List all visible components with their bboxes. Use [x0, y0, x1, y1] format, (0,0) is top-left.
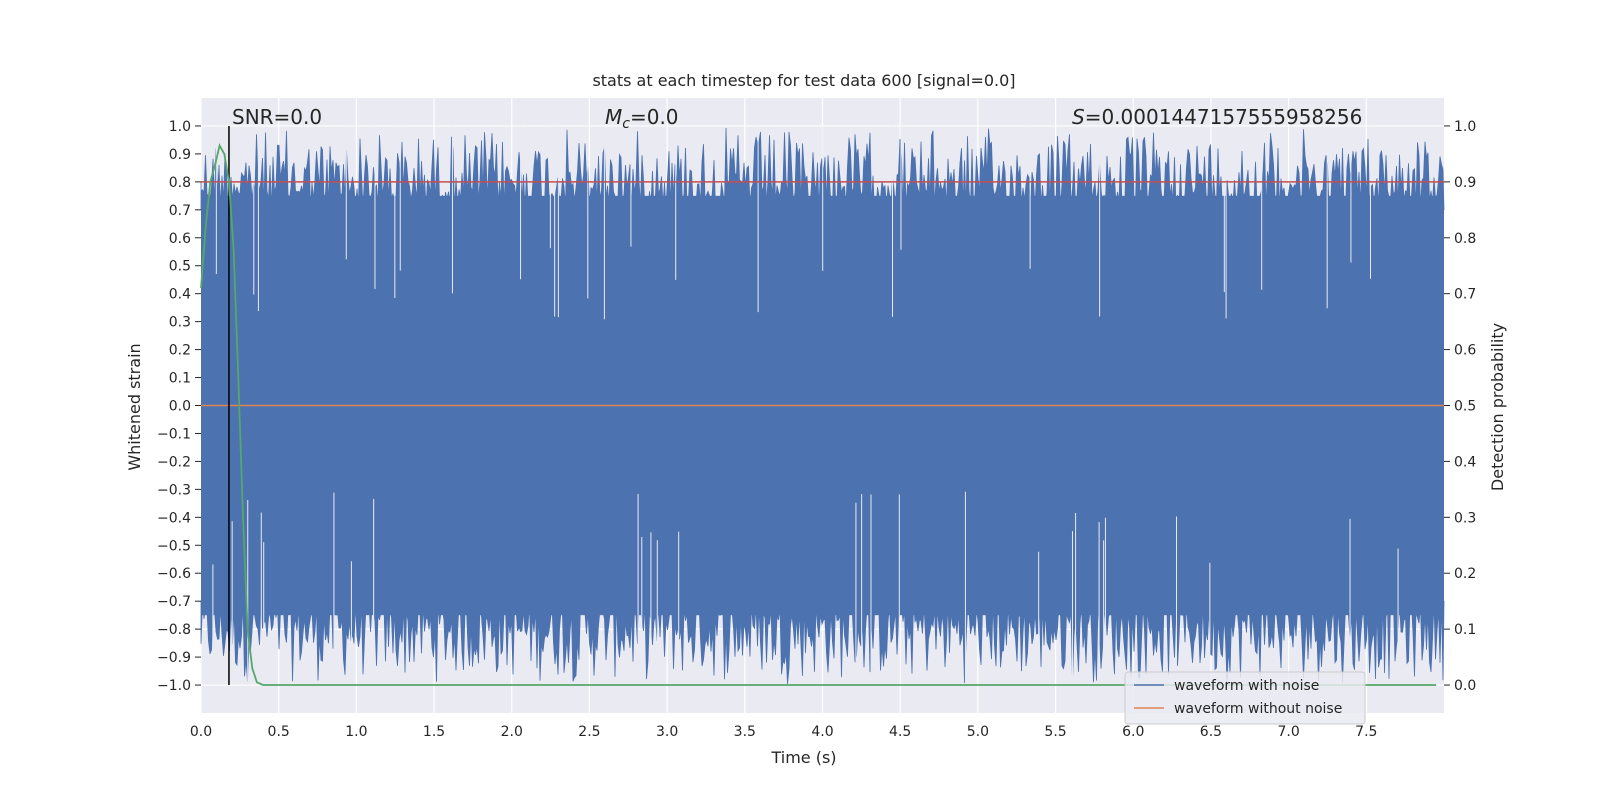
x-tick-label: 4.5 [889, 724, 911, 740]
x-tick-label: 5.5 [1044, 724, 1066, 740]
snr-annotation: SNR=0.0 [232, 105, 322, 129]
y-tick-label: −0.9 [157, 650, 191, 666]
y-tick-label: 0.5 [169, 259, 191, 275]
detection-probability-line [200, 143, 1437, 686]
y-tick-label: 0.2 [169, 343, 191, 359]
x-axis-ticks: 0.0 0.5 1.0 1.5 2.0 2.5 3.0 3.5 4.0 4.5 5.0 5.5 6.0 6… [190, 724, 1378, 740]
x-tick-label: 2.0 [501, 724, 523, 740]
y-tick-label: −0.4 [157, 510, 191, 526]
y-tick-label: −0.3 [157, 482, 191, 498]
s-annotation: S=0.0001447157555958256 [1072, 105, 1362, 129]
mc-value: =0.0 [630, 105, 679, 129]
legend-box [1124, 671, 1366, 725]
legend-label-clean: waveform without noise [1174, 701, 1342, 717]
y-tick-label: −0.8 [157, 622, 191, 638]
legend: waveform with noise waveform without noi… [1124, 671, 1366, 725]
x-tick-label: 6.5 [1200, 724, 1222, 740]
chart-title: stats at each timestep for test data 600… [592, 71, 1015, 90]
series-lines [200, 125, 1444, 686]
legend-label-noise: waveform with noise [1174, 678, 1319, 694]
mc-annotation: Mc=0.0 [605, 105, 679, 132]
y-tick-label: −0.7 [157, 594, 191, 610]
x-tick-label: 0.0 [190, 724, 212, 740]
mc-subscript: c [622, 116, 630, 132]
y-right-axis-ticks: 1.0 0.9 0.8 0.7 0.6 0.5 0.4 0.3 0.2 0.1 0.0 [1444, 119, 1476, 694]
x-tick-label: 1.5 [423, 724, 445, 740]
x-tick-label: 4.0 [811, 724, 833, 740]
x-tick-label: 0.5 [268, 724, 290, 740]
y-right-tick-label: 0.3 [1454, 510, 1476, 526]
x-tick-label: 1.0 [345, 724, 367, 740]
noise-lower-envelope [200, 600, 1445, 685]
y-right-tick-label: 0.1 [1454, 622, 1476, 638]
y-right-tick-label: 0.7 [1454, 287, 1476, 303]
y-right-tick-label: 0.4 [1454, 454, 1476, 470]
y-tick-label: 0.1 [169, 371, 191, 387]
y-right-tick-label: 0.9 [1454, 175, 1476, 191]
y-tick-label: 1.0 [169, 119, 191, 135]
y-right-tick-label: 0.6 [1454, 343, 1476, 359]
s-symbol: S [1072, 105, 1085, 129]
y-tick-label: −0.1 [157, 426, 191, 442]
x-tick-label: 3.5 [734, 724, 756, 740]
y-tick-label: 0.7 [169, 203, 191, 219]
x-tick-label: 3.0 [656, 724, 678, 740]
mc-symbol: M [605, 105, 622, 129]
y-right-tick-label: 0.0 [1454, 678, 1476, 694]
y-tick-label: −0.2 [157, 454, 191, 470]
y-axis-label: Whitened strain [125, 343, 144, 470]
y-tick-label: −1.0 [157, 678, 191, 694]
y-tick-label: −0.5 [157, 538, 191, 554]
x-tick-label: 6.0 [1122, 724, 1144, 740]
x-axis-label: Time (s) [770, 748, 836, 767]
y-axis-ticks: 1.0 0.9 0.8 0.7 0.6 0.5 0.4 0.3 0.2 0.1 0.0 −0.1 −0.… [157, 119, 201, 694]
s-value: =0.0001447157555958256 [1085, 105, 1363, 129]
y-tick-label: 0.6 [169, 231, 191, 247]
x-tick-label: 5.0 [967, 724, 989, 740]
y-right-tick-label: 0.8 [1454, 231, 1476, 247]
y-right-tick-label: 0.2 [1454, 566, 1476, 582]
y-tick-label: 0.8 [169, 175, 191, 191]
y-right-tick-label: 0.5 [1454, 399, 1476, 415]
x-tick-label: 7.5 [1355, 724, 1377, 740]
y-tick-label: 0.3 [169, 315, 191, 331]
y-tick-label: 0.0 [169, 399, 191, 415]
y-right-tick-label: 1.0 [1454, 119, 1476, 135]
y-right-axis-label: Detection probability [1488, 323, 1507, 491]
x-tick-label: 7.0 [1277, 724, 1299, 740]
y-tick-label: −0.6 [157, 566, 191, 582]
y-tick-label: 0.9 [169, 147, 191, 163]
x-tick-label: 2.5 [578, 724, 600, 740]
y-tick-label: 0.4 [169, 287, 191, 303]
